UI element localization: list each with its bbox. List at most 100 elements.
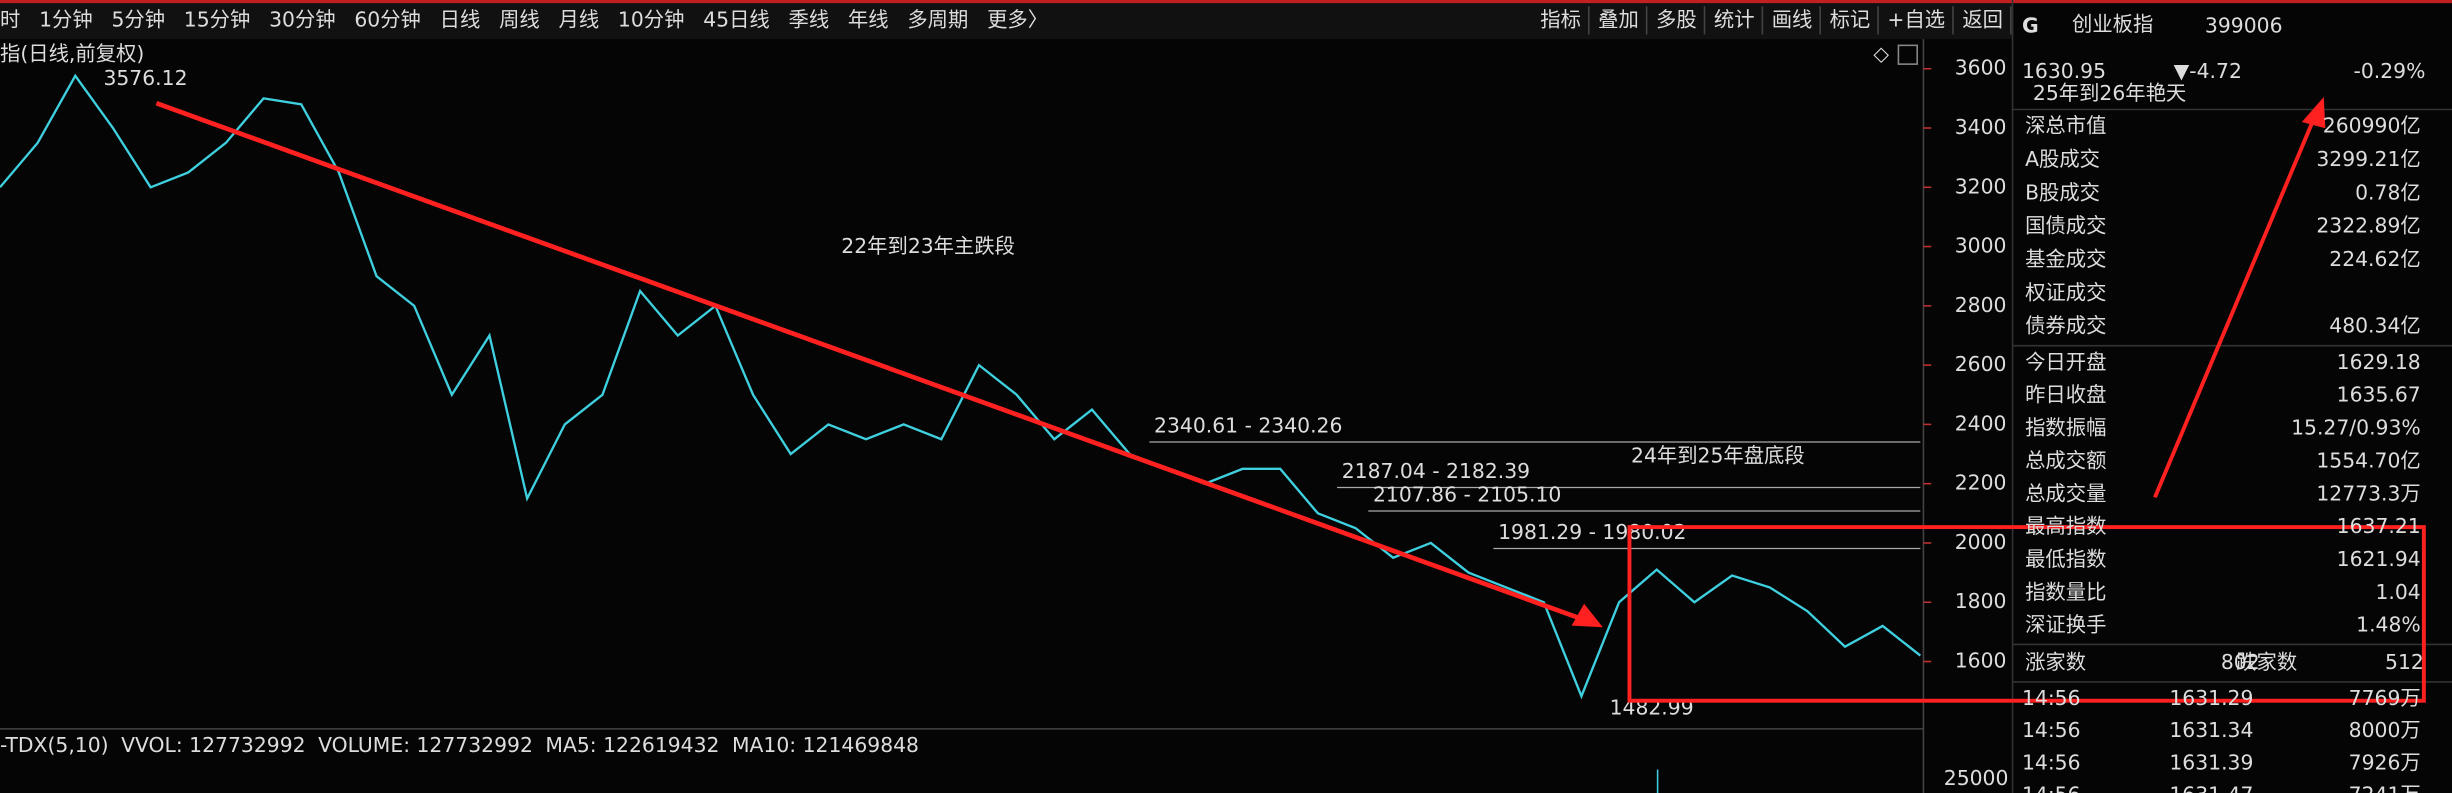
stat-value: 1554.70亿	[2316, 448, 2420, 472]
period-tab[interactable]: 多周期	[907, 7, 968, 31]
change: ▼-4.72	[2174, 59, 2242, 83]
trend-arrowhead	[1571, 603, 1603, 628]
tool-button[interactable]: 返回	[1962, 7, 2003, 31]
stat-label: 权证成交	[2025, 280, 2106, 304]
tool-button[interactable]: 画线	[1772, 7, 1813, 31]
rise-arrowhead	[2301, 96, 2326, 129]
stat-value: 0.78亿	[2355, 180, 2421, 204]
level-label: 1981.29 - 1980.02	[1498, 520, 1686, 544]
breadth: 涨家数	[2025, 650, 2086, 674]
stat-label: 指数振幅	[2025, 416, 2106, 440]
indicator-text: VVOL: 127732992	[121, 733, 305, 757]
stat-label: 深总市值	[2025, 114, 2106, 138]
stat-label: 指数量比	[2025, 580, 2106, 604]
indicator-text: -TDX(5,10)	[0, 733, 109, 757]
bottom-box	[1627, 525, 2426, 703]
y-tick-label: 1800	[1955, 589, 2007, 613]
y-tick-label: 1600	[1955, 649, 2007, 673]
stat-label: 昨日收盘	[2025, 383, 2106, 407]
tool-button[interactable]: +自选	[1887, 7, 1945, 31]
period-tab[interactable]: 更多〉	[987, 7, 1048, 31]
period-tab[interactable]: 日线	[440, 7, 481, 31]
stat-label: A股成交	[2025, 147, 2100, 171]
stat-label: 债券成交	[2025, 314, 2106, 338]
tick-volume: 7769万	[2349, 686, 2421, 710]
stat-value: 15.27/0.93%	[2291, 416, 2421, 440]
indicator-text: VOLUME: 127732992	[318, 733, 533, 757]
annotation: 25年到26年艳天	[2033, 81, 2186, 105]
annotation: 22年到23年主跌段	[841, 234, 1015, 258]
tick-time: 14:56	[2022, 782, 2081, 793]
stat-label: 最低指数	[2025, 547, 2106, 571]
annotation: 24年到25年盘底段	[1631, 444, 1805, 468]
period-tab[interactable]: 年线	[848, 7, 889, 31]
stat-value: 260990亿	[2323, 114, 2421, 138]
tick-price: 1631.29	[2169, 686, 2253, 710]
volume-tick: 25000	[1944, 766, 2009, 790]
y-tick-label: 2400	[1955, 411, 2007, 435]
tool-button[interactable]: 统计	[1714, 7, 1755, 31]
period-tab[interactable]: 10分钟	[618, 7, 685, 31]
period-tab[interactable]: 时	[0, 7, 20, 31]
stat-label: 总成交量	[2025, 481, 2106, 505]
period-tab[interactable]: 周线	[499, 7, 540, 31]
y-tick-label: 3400	[1955, 115, 2007, 139]
breadth: 跌家数	[2236, 650, 2297, 674]
stat-value: 12773.3万	[2316, 481, 2420, 505]
stat-value: 1637.21	[2337, 514, 2421, 538]
stat-value: 480.34亿	[2329, 314, 2420, 338]
y-tick-label: 3600	[1955, 56, 2007, 80]
icon-window[interactable]	[1897, 44, 1918, 65]
tick-volume: 7926万	[2349, 750, 2421, 774]
tool-button[interactable]: 多股	[1656, 7, 1697, 31]
stat-value: 1.04	[2375, 580, 2420, 604]
trend-line	[155, 101, 1589, 624]
y-tick-label: 2800	[1955, 293, 2007, 317]
period-tab[interactable]: 30分钟	[269, 7, 336, 31]
stat-label: 基金成交	[2025, 247, 2106, 271]
stat-value: 3299.21亿	[2316, 147, 2420, 171]
tick-volume: 7241万	[2349, 782, 2421, 793]
stat-label: 最高指数	[2025, 514, 2106, 538]
period-tab[interactable]: 季线	[788, 7, 829, 31]
stat-value: 224.62亿	[2329, 247, 2420, 271]
tool-button[interactable]: 叠加	[1598, 7, 1639, 31]
period-tab[interactable]: 5分钟	[111, 7, 165, 31]
period-tab[interactable]: 15分钟	[184, 7, 251, 31]
tick-price: 1631.34	[2169, 718, 2253, 742]
y-tick-label: 2200	[1955, 471, 2007, 495]
tick-volume: 8000万	[2349, 718, 2421, 742]
index-code: 399006	[2205, 14, 2283, 38]
tick-time: 14:56	[2022, 750, 2081, 774]
toolbar	[0, 0, 2013, 40]
stat-label: 深证换手	[2025, 613, 2106, 637]
stat-label: 国债成交	[2025, 214, 2106, 238]
stat-value: 1621.94	[2337, 547, 2421, 571]
icon-diamond[interactable]: ◇	[1873, 42, 1889, 66]
level-label: 2340.61 - 2340.26	[1154, 413, 1342, 437]
stat-label: B股成交	[2025, 180, 2100, 204]
stat-label: 总成交额	[2025, 448, 2106, 472]
period-tab[interactable]: 60分钟	[354, 7, 421, 31]
tool-button[interactable]: 标记	[1830, 7, 1871, 31]
period-tab[interactable]: 1分钟	[39, 7, 93, 31]
stat-value: 1635.67	[2337, 383, 2421, 407]
rise-arrow	[2153, 116, 2317, 499]
y-tick-label: 2000	[1955, 530, 2007, 554]
index-name: 创业板指	[2072, 12, 2153, 36]
y-tick-label: 2600	[1955, 352, 2007, 376]
high-label: 3576.12	[103, 66, 187, 90]
badge: G	[2022, 14, 2039, 38]
y-tick-label: 3000	[1955, 234, 2007, 258]
period-tab[interactable]: 月线	[559, 7, 600, 31]
period-tab[interactable]: 45日线	[703, 7, 770, 31]
tick-price: 1631.47	[2169, 782, 2253, 793]
panel-lines	[2012, 108, 2452, 683]
tool-button[interactable]: 指标	[1540, 7, 1581, 31]
pct: -0.29%	[2354, 59, 2426, 83]
level-label: 2107.86 - 2105.10	[1373, 482, 1561, 506]
tick-time: 14:56	[2022, 686, 2081, 710]
stat-label: 今日开盘	[2025, 350, 2106, 374]
